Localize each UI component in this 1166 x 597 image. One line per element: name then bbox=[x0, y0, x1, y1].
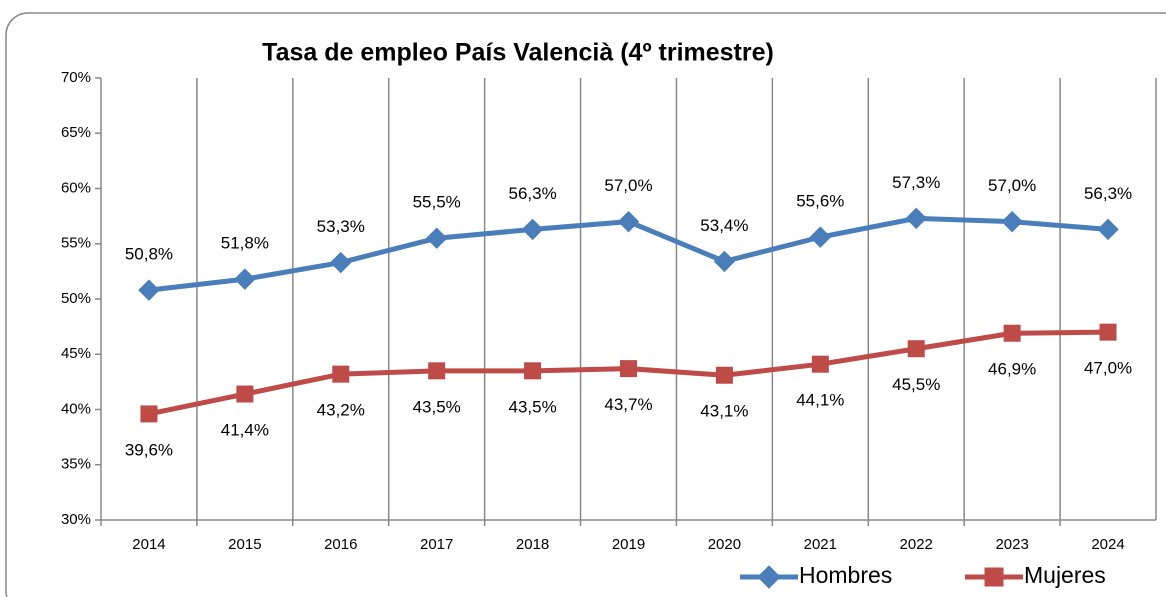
marker bbox=[757, 565, 781, 589]
data-label: 57,3% bbox=[892, 173, 940, 192]
data-label: 47,0% bbox=[1084, 359, 1132, 378]
marker bbox=[332, 365, 350, 383]
data-label: 55,6% bbox=[796, 192, 844, 211]
x-tick-label: 2019 bbox=[612, 536, 645, 553]
chart-border bbox=[5, 12, 1166, 597]
data-label: 43,2% bbox=[317, 401, 365, 420]
data-label: 46,9% bbox=[988, 360, 1036, 379]
marker bbox=[138, 279, 160, 301]
legend-label: Hombres bbox=[799, 562, 892, 588]
marker bbox=[236, 385, 254, 403]
marker bbox=[809, 226, 832, 248]
x-tick-label: 2014 bbox=[132, 536, 165, 553]
x-tick-label: 2016 bbox=[324, 536, 357, 553]
data-label: 57,0% bbox=[988, 176, 1036, 195]
y-tick-label: 40% bbox=[61, 400, 91, 417]
marker bbox=[140, 405, 158, 423]
x-tick-label: 2018 bbox=[516, 536, 549, 553]
data-label: 56,3% bbox=[1084, 184, 1132, 203]
marker bbox=[1001, 210, 1023, 233]
marker bbox=[330, 251, 352, 274]
marker bbox=[617, 210, 640, 233]
x-tick-label: 2022 bbox=[900, 536, 933, 553]
y-tick-label: 55% bbox=[61, 235, 91, 252]
data-label: 43,1% bbox=[700, 402, 748, 421]
chart-title: Tasa de empleo País Valencià (4º trimest… bbox=[262, 39, 774, 67]
data-label: 43,7% bbox=[604, 395, 652, 414]
marker bbox=[1097, 218, 1119, 241]
y-tick-label: 50% bbox=[61, 290, 91, 307]
marker bbox=[984, 567, 1004, 587]
x-tick-label: 2015 bbox=[228, 536, 261, 553]
data-label: 50,8% bbox=[125, 245, 173, 264]
y-tick-label: 65% bbox=[61, 124, 91, 141]
x-tick-label: 2023 bbox=[995, 536, 1028, 553]
marker bbox=[521, 218, 544, 241]
y-tick-label: 35% bbox=[61, 456, 91, 473]
marker bbox=[234, 268, 256, 290]
data-label: 43,5% bbox=[508, 397, 556, 416]
marker bbox=[811, 355, 829, 373]
x-tick-label: 2024 bbox=[1091, 536, 1124, 553]
data-label: 43,5% bbox=[413, 397, 461, 416]
marker bbox=[620, 360, 637, 378]
marker bbox=[524, 362, 542, 380]
data-label: 39,6% bbox=[125, 440, 173, 459]
legend-label: Mujeres bbox=[1024, 562, 1106, 588]
data-label: 57,0% bbox=[604, 176, 652, 195]
data-label: 55,5% bbox=[413, 193, 461, 212]
x-tick-label: 2020 bbox=[708, 536, 741, 553]
y-tick-label: 60% bbox=[61, 179, 91, 196]
y-tick-label: 70% bbox=[61, 69, 91, 86]
marker bbox=[428, 362, 446, 380]
marker bbox=[907, 340, 925, 358]
x-tick-label: 2017 bbox=[420, 536, 453, 553]
data-label: 53,4% bbox=[700, 216, 748, 235]
marker bbox=[1099, 323, 1117, 341]
data-label: 41,4% bbox=[221, 421, 269, 440]
marker bbox=[425, 227, 448, 249]
data-label: 51,8% bbox=[221, 234, 269, 253]
data-label: 56,3% bbox=[508, 184, 556, 203]
marker bbox=[905, 207, 927, 230]
data-label: 45,5% bbox=[892, 375, 940, 394]
marker bbox=[1003, 324, 1021, 342]
marker bbox=[715, 366, 733, 384]
y-tick-label: 30% bbox=[61, 511, 91, 528]
x-tick-label: 2021 bbox=[804, 536, 837, 553]
data-label: 53,3% bbox=[317, 217, 365, 236]
data-label: 44,1% bbox=[796, 391, 844, 410]
marker bbox=[713, 250, 736, 273]
y-tick-label: 45% bbox=[61, 345, 91, 362]
